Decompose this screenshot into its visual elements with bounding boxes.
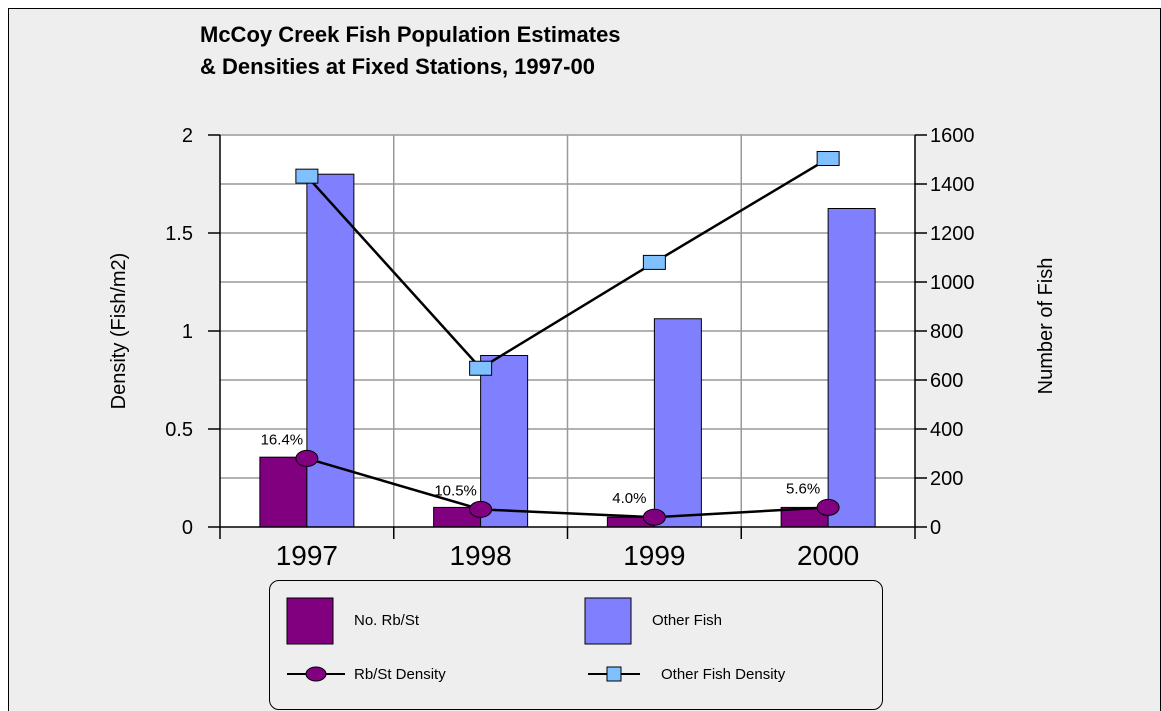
y-right-tick-label-8: 1600 [930, 125, 975, 147]
bar-other-1997 [306, 173, 355, 528]
chart-legend: No. Rb/St Other Fish Rb/St Density Other… [269, 580, 883, 710]
y-right-tick-label-6: 1200 [930, 223, 975, 245]
y-left-tick-label-4: 2 [182, 125, 193, 147]
bar-other-2000 [827, 208, 876, 528]
chart-title-line-2: & Densities at Fixed Stations, 1997-00 [200, 54, 595, 79]
point-rbst-density-1997 [295, 449, 319, 467]
x-tick-label-1997: 1997 [276, 540, 338, 571]
y-right-tick-label-2: 400 [930, 419, 963, 441]
data-label-rbst-density-2000: 5.6% [786, 480, 820, 497]
y-right-tick-label-4: 800 [930, 321, 963, 343]
legend-label-rbst-line: Rb/St Density [354, 666, 446, 683]
y-left-tick-label-2: 1 [182, 321, 193, 343]
point-rbst-density-2000 [816, 498, 840, 516]
legend-label-other-line: Other Fish Density [661, 666, 786, 683]
legend-swatch-other-bar [584, 597, 632, 645]
point-rbst-density-1998 [469, 500, 493, 518]
y-left-tick-label-0: 0 [182, 517, 193, 539]
y-right-tick-label-7: 1400 [930, 174, 975, 196]
point-other-density-2000 [816, 151, 840, 167]
bar-rbst-1997 [259, 456, 308, 528]
y-left-tick-label-1: 0.5 [165, 419, 193, 441]
y-right-tick-label-1: 200 [930, 468, 963, 490]
point-other-density-1998 [469, 360, 493, 376]
point-other-density-1997 [295, 168, 319, 184]
y-right-tick-label-5: 1000 [930, 272, 975, 294]
data-label-rbst-density-1997: 16.4% [261, 431, 304, 448]
legend-label-other-bar: Other Fish [652, 612, 723, 629]
x-tick-label-1999: 1999 [623, 540, 685, 571]
legend-swatch-other-marker [606, 666, 622, 682]
line-rbst-density [306, 457, 829, 519]
y-left-axis-label: Density (Fish/m2) [108, 253, 130, 410]
legend-swatch-rbst-bar [286, 597, 334, 645]
point-other-density-1999 [642, 254, 666, 270]
line-other-density [305, 157, 829, 370]
x-tick-label-2000: 2000 [797, 540, 859, 571]
y-right-tick-label-3: 600 [930, 370, 963, 392]
chart-plot: 0 0.5 1 1.5 2 0 200 400 600 800 1000 1200 1400 1600 19… [108, 125, 1057, 571]
legend-swatch-rbst-marker [305, 666, 327, 682]
y-right-tick-label-0: 0 [930, 517, 941, 539]
point-rbst-density-1999 [642, 508, 666, 526]
bar-other-1999 [653, 318, 702, 528]
bar-other-1998 [480, 355, 529, 528]
y-right-axis-label: Number of Fish [1035, 258, 1057, 395]
chart-title-line-1: McCoy Creek Fish Population Estimates [200, 22, 621, 47]
legend-label-rbst-bar: No. Rb/St [354, 612, 420, 629]
data-label-rbst-density-1999: 4.0% [612, 490, 646, 507]
data-label-rbst-density-1998: 10.5% [434, 482, 477, 499]
y-left-tick-label-3: 1.5 [165, 223, 193, 245]
x-tick-label-1998: 1998 [449, 540, 511, 571]
